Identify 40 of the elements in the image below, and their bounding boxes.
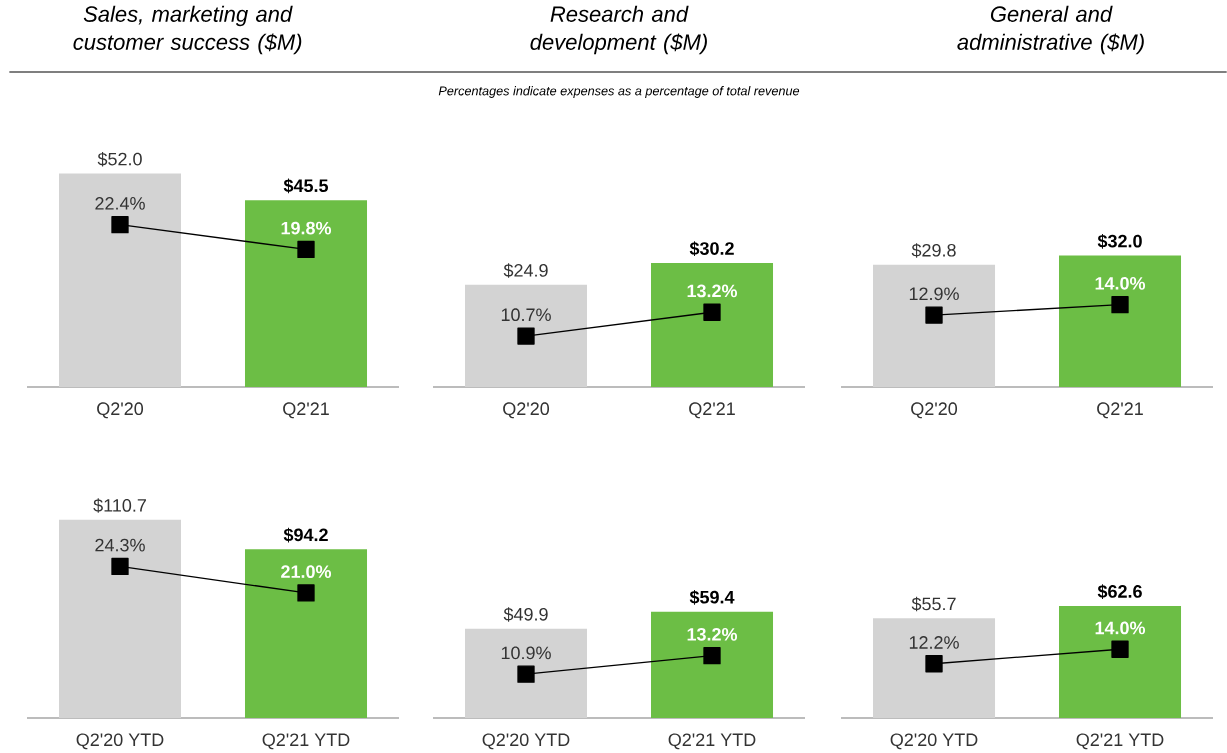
data-label: 12.9%: [909, 287, 959, 301]
x-tick-label: Q2'21 YTD: [668, 733, 756, 750]
data-label: 22.4%: [95, 197, 145, 210]
data-label: 14.0%: [1095, 276, 1146, 290]
data-label: 24.3%: [95, 538, 145, 552]
data-label: 19.8%: [281, 221, 332, 235]
x-tick-label: Q2'20: [911, 402, 958, 419]
data-label: 10.9%: [501, 646, 551, 660]
chart-title: Research and development ($M): [530, 5, 707, 55]
data-label: $52.0: [97, 151, 142, 167]
x-tick-label: Q2'20: [97, 402, 144, 419]
x-tick-label: Q2'20: [503, 402, 550, 419]
data-label: $62.6: [1097, 584, 1142, 599]
data-label: $29.8: [911, 243, 956, 258]
x-tick-label: Q2'21 YTD: [262, 733, 350, 750]
chart-title: General and administrative ($M): [957, 5, 1144, 55]
x-tick-label: Q2'21 YTD: [1076, 733, 1164, 750]
data-label: $59.4: [689, 590, 735, 605]
data-label: 10.7%: [501, 308, 551, 322]
x-tick-label: Q2'20 YTD: [76, 733, 164, 750]
data-label: $55.7: [911, 596, 956, 612]
data-label: $94.2: [283, 527, 328, 543]
data-label: 13.2%: [687, 627, 738, 641]
data-label: 13.2%: [687, 284, 738, 298]
data-label: $45.5: [283, 178, 329, 194]
data-label: 12.2%: [909, 636, 959, 649]
x-tick-label: Q2'20 YTD: [482, 733, 570, 750]
data-label: $110.7: [93, 498, 146, 513]
x-tick-label: Q2'21: [1097, 402, 1143, 419]
data-label: $32.0: [1097, 233, 1142, 249]
x-tick-label: Q2'21: [689, 402, 735, 419]
x-tick-label: Q2'20 YTD: [890, 733, 978, 750]
x-tick-label: Q2'21: [283, 402, 329, 419]
data-label: $30.2: [689, 241, 734, 257]
data-label: $49.9: [503, 607, 548, 622]
data-label: 14.0%: [1095, 621, 1146, 635]
data-label: 21.0%: [281, 565, 332, 578]
chart-title: Sales, marketing and customer success ($M): [73, 5, 302, 55]
chart-subtitle: Percentages indicate expenses as a percentage of total revenue: [438, 86, 800, 98]
data-label: $24.9: [503, 263, 548, 278]
